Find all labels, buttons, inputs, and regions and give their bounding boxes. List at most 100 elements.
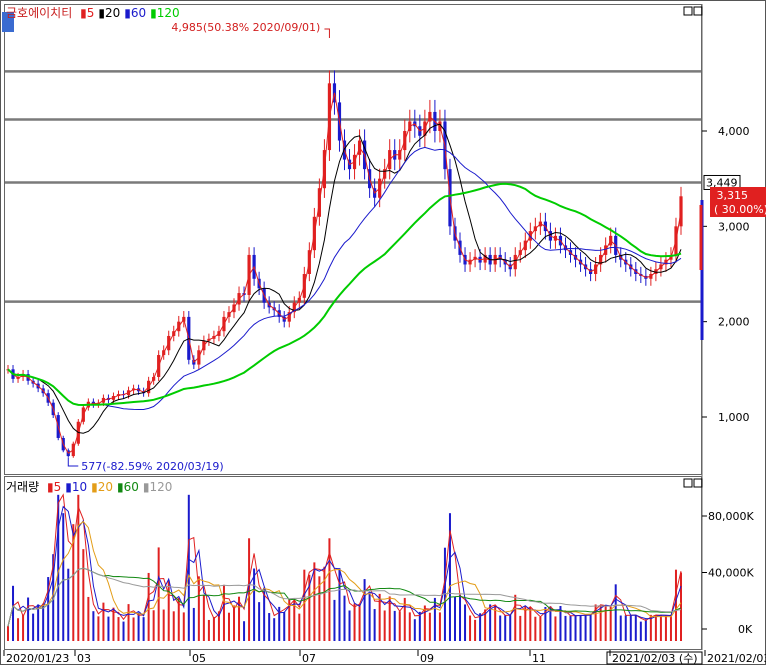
volume-bar — [403, 597, 406, 641]
volume-bar — [167, 580, 170, 641]
volume-close-icon — [693, 478, 703, 488]
volume-bar — [624, 615, 627, 641]
volume-bar — [574, 615, 577, 641]
volume-bar — [313, 562, 316, 641]
low-annotation: 577(-82.59% 2020/03/19) — [81, 460, 223, 473]
volume-bar — [589, 614, 592, 641]
volume-bar — [22, 614, 25, 641]
volume-bar — [423, 605, 426, 641]
volume-bar — [197, 576, 200, 641]
volume-ma-line-10 — [7, 505, 682, 627]
volume-bar — [253, 568, 256, 641]
volume-bar — [388, 596, 391, 641]
volume-bar — [318, 576, 321, 641]
volume-ma-line-60 — [7, 567, 682, 627]
volume-bar — [519, 615, 522, 641]
volume-bar — [137, 612, 140, 641]
volume-bar — [524, 606, 527, 641]
x-tick-label: 11 — [532, 652, 546, 665]
volume-bar — [443, 547, 446, 641]
volume-bar — [619, 615, 622, 641]
volume-bar — [222, 584, 225, 641]
volume-bar — [97, 616, 100, 641]
volume-tick-label: 40,000K — [708, 567, 754, 580]
volume-bar — [599, 605, 602, 641]
volume-bar — [207, 619, 210, 641]
volume-bar — [539, 616, 542, 641]
volume-bar — [107, 616, 110, 641]
legend-item: ▮20 — [98, 6, 121, 20]
volume-bar — [157, 547, 160, 641]
volume-bar — [353, 603, 356, 641]
volume-bar — [554, 616, 557, 641]
volume-bar — [494, 605, 497, 641]
volume-bar — [448, 513, 451, 641]
volume-bar — [323, 566, 326, 641]
x-tick-label: 03 — [77, 652, 91, 665]
volume-bar — [584, 615, 587, 641]
legend-item: ▮60 — [116, 480, 139, 494]
volume-bar — [333, 599, 336, 641]
volume-bar — [474, 619, 477, 641]
volume-tick-label: 0K — [738, 623, 753, 636]
volume-bar — [67, 568, 70, 641]
volume-bar — [47, 577, 50, 641]
x-tick-label: 2020/01/23 — [6, 652, 69, 665]
high-annotation: 4,985(50.38% 2020/09/01) — [171, 21, 320, 34]
volume-bar — [217, 611, 220, 641]
legend-item: ▮120 — [150, 6, 180, 20]
volume-bar — [258, 602, 261, 641]
volume-bar — [187, 494, 190, 641]
volume-bar — [363, 579, 366, 641]
volume-bar — [117, 617, 120, 641]
volume-bar — [32, 613, 35, 641]
volume-bar — [328, 538, 331, 641]
volume-bar — [288, 599, 291, 641]
volume-bar — [238, 596, 241, 641]
volume-bar — [479, 613, 482, 641]
volume-bar — [649, 614, 652, 641]
x-tick-label: 2021/02/03 (수) — [612, 652, 698, 665]
volume-bar — [459, 594, 462, 641]
volume-bar — [614, 584, 617, 641]
price-tick-label: 1,000 — [718, 411, 750, 424]
volume-bar — [227, 612, 230, 641]
volume-bar — [308, 574, 311, 641]
volume-bar — [489, 604, 492, 641]
window-maximize-icon — [683, 6, 693, 16]
volume-bar — [37, 604, 40, 641]
volume-bar — [127, 604, 130, 641]
ma-line-5 — [7, 92, 682, 454]
volume-bar — [112, 607, 115, 641]
volume-bar — [549, 606, 552, 641]
volume-bar — [293, 600, 296, 641]
volume-bar — [87, 596, 90, 641]
stock-name: 금호에이치티 — [6, 6, 73, 20]
volume-bar — [338, 568, 341, 641]
side-tab — [2, 12, 14, 32]
volume-bar — [82, 549, 85, 641]
volume-bar — [504, 615, 507, 641]
volume-bar — [604, 605, 607, 641]
legend-item: ▮5 — [46, 480, 62, 494]
volume-bar — [147, 572, 150, 641]
volume-bar — [102, 602, 105, 641]
volume-bar — [413, 619, 416, 641]
legend-label: 60 — [130, 6, 147, 20]
price-tick-label: 2,000 — [718, 316, 750, 329]
volume-bar — [142, 617, 145, 641]
volume-bar — [654, 615, 657, 641]
legend-label: 20 — [97, 480, 113, 494]
volume-bar — [27, 597, 30, 641]
price-tick-label: 3,000 — [718, 220, 750, 233]
volume-maximize-icon — [683, 478, 693, 488]
volume-bar — [509, 615, 512, 641]
ma-line-60 — [7, 146, 682, 410]
volume-bar — [263, 587, 266, 641]
volume-title: 거래량 — [6, 480, 40, 494]
volume-bar — [42, 603, 45, 641]
volume-bar — [233, 605, 236, 641]
legend-item: ▮5 — [80, 6, 95, 20]
